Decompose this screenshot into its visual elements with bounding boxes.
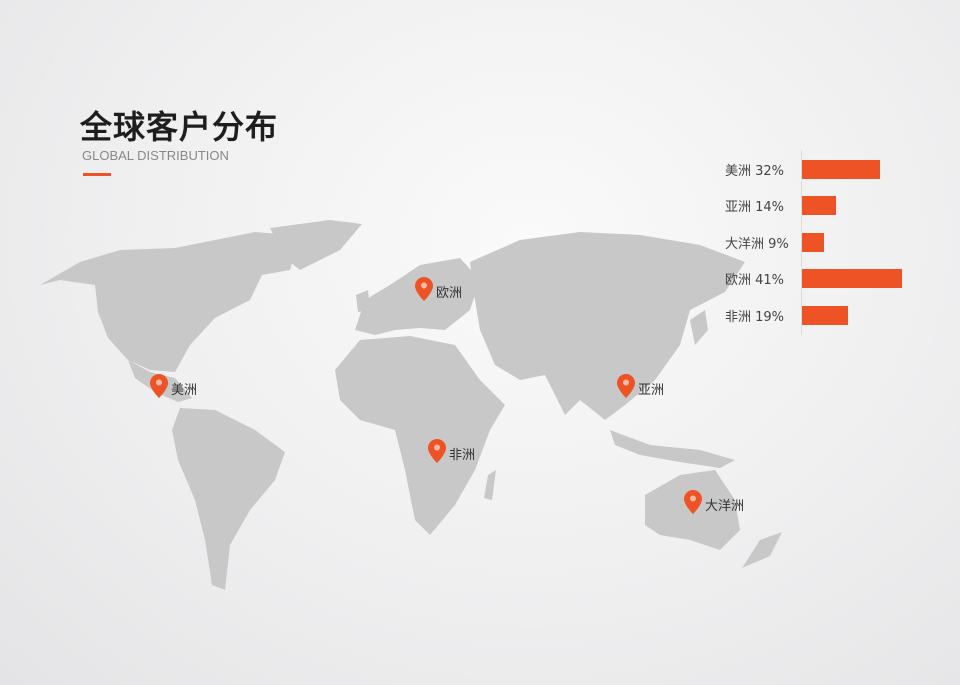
bar-row: 亚洲 14% — [700, 196, 837, 216]
marker-oceania[interactable]: 大洋洲 — [684, 489, 744, 514]
bar-label: 美洲 32% — [725, 163, 785, 179]
map-pin-icon — [684, 489, 702, 514]
marker-europe[interactable]: 欧洲 — [415, 276, 462, 301]
bar-label: 非洲 19% — [725, 309, 785, 325]
marker-asia[interactable]: 亚洲 — [617, 373, 664, 398]
madagascar — [484, 470, 496, 500]
new-zealand — [742, 532, 782, 568]
bar-row: 欧洲 41% — [700, 269, 903, 289]
marker-label: 大洋洲 — [705, 499, 745, 514]
bar — [802, 159, 881, 179]
map-pin-icon — [617, 373, 635, 398]
marker-label: 美洲 — [171, 383, 198, 398]
marker-africa[interactable]: 非洲 — [428, 438, 475, 463]
uk — [356, 290, 370, 312]
bar-row: 大洋洲 9% — [700, 232, 824, 252]
bar-label: 欧洲 41% — [725, 273, 785, 288]
europe — [355, 258, 480, 335]
africa — [335, 336, 505, 535]
indonesia — [610, 430, 735, 468]
bar — [802, 269, 903, 288]
page-subtitle: GLOBAL DISTRIBUTION — [82, 148, 229, 163]
bar-chart-axis — [801, 150, 802, 335]
accent-divider — [83, 173, 111, 176]
bar-row: 非洲 19% — [700, 305, 849, 325]
map-pin-icon — [150, 373, 168, 398]
bar — [802, 196, 837, 215]
north-america — [40, 232, 300, 372]
bar-label: 大洋洲 9% — [725, 236, 789, 252]
map-pin-icon — [428, 438, 446, 463]
greenland — [270, 220, 362, 270]
marker-label: 亚洲 — [638, 383, 665, 398]
bar-row: 美洲 32% — [700, 159, 881, 179]
south-america — [172, 408, 285, 590]
bar-label: 亚洲 14% — [725, 200, 785, 215]
bar — [802, 232, 824, 252]
asia — [470, 232, 745, 420]
bar — [802, 305, 849, 325]
marker-label: 欧洲 — [436, 286, 463, 301]
page-title: 全球客户分布 — [80, 108, 279, 146]
japan — [690, 310, 708, 345]
map-pin-icon — [415, 276, 433, 301]
marker-label: 非洲 — [449, 448, 476, 463]
marker-americas[interactable]: 美洲 — [150, 373, 197, 398]
